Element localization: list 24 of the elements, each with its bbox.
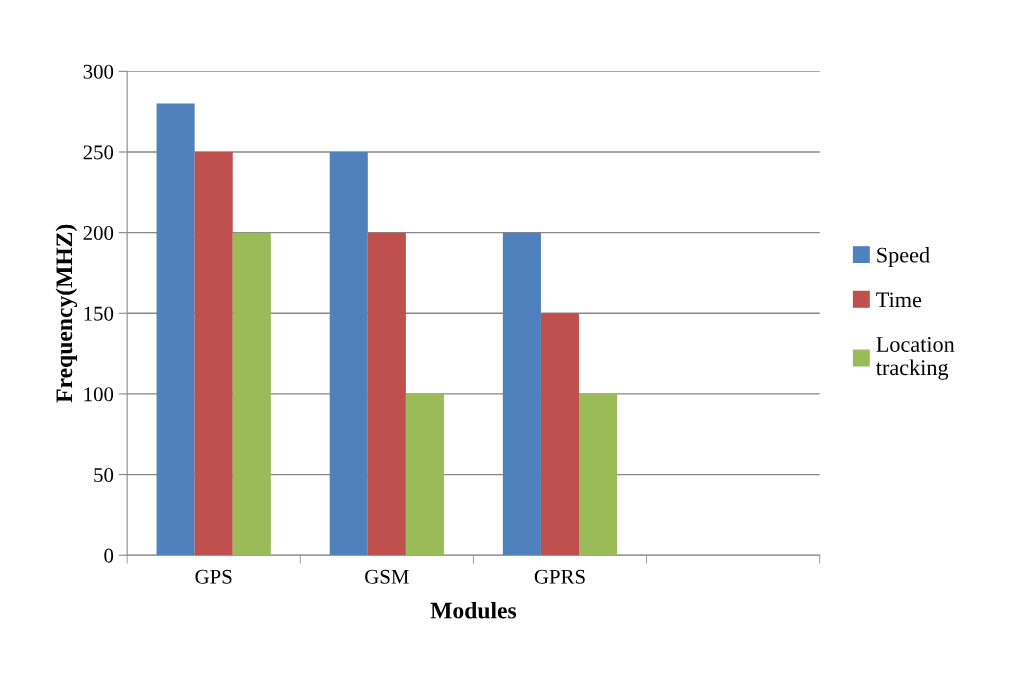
x-tick-label: GPRS: [534, 569, 585, 584]
bar: [367, 232, 406, 556]
legend-label: Location tracking: [875, 336, 955, 380]
y-axis-title: Frequency(MHZ): [55, 224, 78, 403]
y-tick-label: 300: [83, 64, 114, 79]
y-tick-label: 0: [104, 548, 114, 563]
bar: [502, 232, 541, 556]
bar: [540, 313, 580, 556]
legend-label: Time: [876, 292, 922, 308]
legend-label: Speed: [877, 246, 930, 268]
bar: [232, 232, 271, 556]
bar: [405, 393, 444, 556]
x-axis-title: Modules: [430, 601, 517, 619]
y-tick-label: 50: [94, 467, 114, 483]
bar: [329, 151, 368, 556]
y-tick-label: 200: [83, 226, 114, 241]
bar: [156, 103, 195, 556]
x-tick-label: GPS: [195, 569, 232, 584]
y-tick-label: 150: [84, 306, 114, 321]
y-tick-label: 250: [83, 145, 114, 160]
bar: [579, 393, 618, 556]
bar: [194, 151, 233, 556]
x-tick-label: GSM: [365, 569, 409, 584]
y-tick-label: 100: [84, 387, 114, 402]
